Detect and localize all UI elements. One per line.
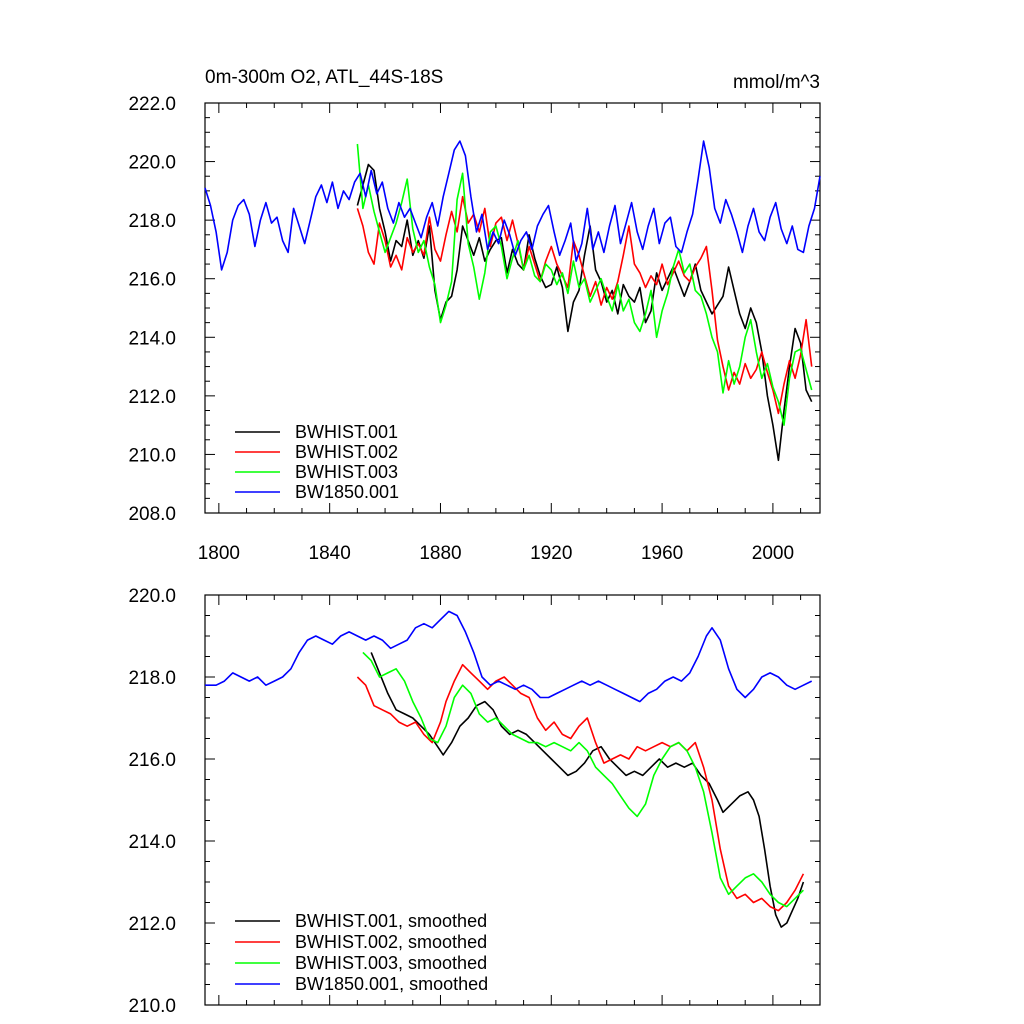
top-xtick-label: 1840 (309, 543, 351, 564)
top-xtick-label: 1880 (419, 543, 461, 564)
top-series-line-4 (204, 140, 821, 271)
top-ytick-label: 210.0 (128, 445, 176, 466)
bottom-legend-label: BW1850.001, smoothed (295, 974, 488, 994)
bottom-ticks: 210.0 212.0 214.0 216.0 218.0 220.0 (128, 586, 820, 1017)
bottom-panel: 210.0 212.0 214.0 216.0 218.0 220.0 BWHIST.00… (128, 586, 821, 1017)
top-legend-label: BWHIST.003 (295, 462, 398, 482)
bottom-series-line-2 (356, 663, 805, 912)
top-series-group (204, 140, 821, 462)
bottom-legend-label: BWHIST.001, smoothed (295, 911, 487, 931)
bottom-ytick-label: 220.0 (128, 586, 176, 607)
top-legend-label: BWHIST.002 (295, 442, 398, 462)
top-panel: 0m-300m O2, ATL_44S-18S mmol/m^3 1800 184… (128, 67, 821, 564)
top-panel-title: 0m-300m O2, ATL_44S-18S (205, 67, 443, 88)
bottom-ytick-label: 214.0 (128, 832, 176, 853)
bottom-ytick-label: 212.0 (128, 914, 176, 935)
top-ytick-label: 220.0 (128, 153, 176, 174)
top-ytick-label: 216.0 (128, 270, 176, 291)
bottom-legend-label: BWHIST.002, smoothed (295, 932, 487, 952)
top-ytick-label: 208.0 (128, 504, 176, 525)
top-ticks: 1800 1840 1880 1920 1960 2000 208.0 210.0 212.0 2… (128, 94, 820, 564)
top-xtick-label: 2000 (752, 543, 794, 564)
top-ytick-label: 222.0 (128, 94, 176, 115)
bottom-series-group (205, 610, 813, 928)
top-legend-label: BW1850.001 (295, 482, 399, 502)
top-ytick-label: 212.0 (128, 387, 176, 408)
top-series-line-3 (356, 143, 813, 426)
top-xtick-label: 1800 (198, 543, 240, 564)
bottom-series-line-3 (362, 651, 804, 908)
top-legend-label: BWHIST.001 (295, 422, 398, 442)
bottom-legend-label: BWHIST.003, smoothed (295, 953, 487, 973)
top-ytick-label: 214.0 (128, 328, 176, 349)
top-xtick-label: 1920 (530, 543, 572, 564)
top-xtick-label: 1960 (641, 543, 683, 564)
bottom-ytick-label: 210.0 (128, 996, 176, 1017)
top-panel-units: mmol/m^3 (733, 72, 820, 93)
bottom-series-line-1 (370, 652, 805, 928)
top-ytick-label: 218.0 (128, 211, 176, 232)
bottom-ytick-label: 218.0 (128, 668, 176, 689)
bottom-ytick-label: 216.0 (128, 750, 176, 771)
top-series-line-1 (356, 163, 813, 462)
bottom-series-line-4 (205, 610, 813, 703)
